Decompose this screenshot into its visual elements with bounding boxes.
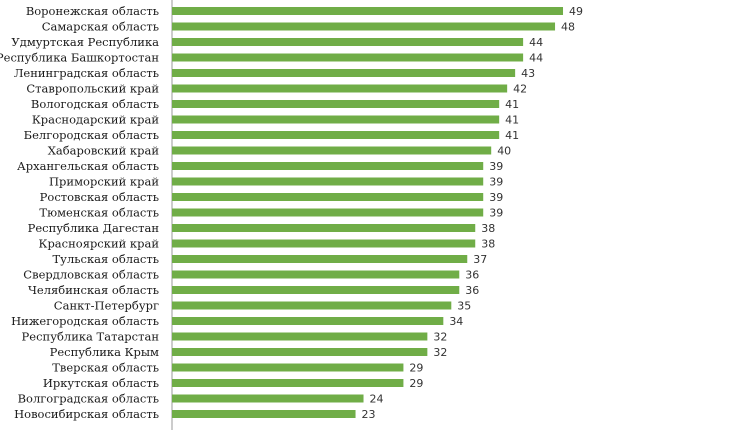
bar xyxy=(172,332,428,341)
value-label: 44 xyxy=(529,36,543,49)
value-label: 29 xyxy=(409,377,423,390)
bar xyxy=(172,84,508,93)
bar xyxy=(172,239,476,248)
bar xyxy=(172,410,356,418)
value-labels: 49 48 44 44 43 42 41 41 41 40 39 39 39 39 38 38 37 36 36 35… xyxy=(362,5,583,421)
category-label: Волгоградская область xyxy=(18,392,159,406)
category-label: Республика Татарстан xyxy=(22,330,160,344)
bar xyxy=(172,177,484,186)
category-label: Тверская область xyxy=(52,361,159,375)
bar xyxy=(172,53,524,62)
value-label: 41 xyxy=(505,129,519,142)
bar xyxy=(172,363,404,372)
bar xyxy=(172,131,500,139)
value-label: 36 xyxy=(465,284,479,297)
bar xyxy=(172,22,556,31)
bar xyxy=(172,208,484,217)
value-label: 41 xyxy=(505,114,519,127)
category-label: Нижегородская область xyxy=(11,314,159,328)
bar xyxy=(172,38,524,46)
category-label: Красноярский край xyxy=(39,237,160,251)
value-label: 23 xyxy=(362,408,376,421)
category-label: Республика Крым xyxy=(50,345,159,359)
category-label: Ставропольский край xyxy=(26,82,159,96)
category-label: Приморский край xyxy=(49,175,159,189)
value-label: 39 xyxy=(489,207,503,220)
bar xyxy=(172,286,460,294)
value-label: 39 xyxy=(489,160,503,173)
category-label: Новосибирская область xyxy=(14,407,159,421)
category-label: Вологодская область xyxy=(31,97,159,111)
value-label: 29 xyxy=(409,362,423,375)
category-label: Иркутская область xyxy=(43,376,159,390)
value-label: 39 xyxy=(489,191,503,204)
category-labels: Воронежская область Самарская областьУдму… xyxy=(0,4,159,421)
bar xyxy=(172,193,484,201)
category-label: Белгородская область xyxy=(24,128,159,142)
value-label: 37 xyxy=(473,253,487,266)
bar xyxy=(172,146,492,155)
value-label: 42 xyxy=(513,83,527,96)
category-label: Республика Дагестан xyxy=(28,221,160,235)
category-label: Ленинградская область xyxy=(14,66,159,80)
value-label: 38 xyxy=(481,238,495,251)
category-label: Тульская область xyxy=(53,252,159,266)
bar xyxy=(172,255,468,263)
value-label: 32 xyxy=(433,346,447,359)
category-label: Республика Башкортостан xyxy=(0,51,159,65)
category-label: Краснодарский край xyxy=(32,113,159,127)
bar xyxy=(172,224,476,232)
category-label: Челябинская область xyxy=(28,283,159,297)
value-label: 36 xyxy=(465,269,479,282)
value-label: 48 xyxy=(561,21,575,34)
category-label: Архангельская область xyxy=(17,159,159,173)
category-label: Удмуртская Республика xyxy=(11,35,159,49)
bar xyxy=(172,115,500,124)
value-label: 32 xyxy=(433,331,447,344)
bar xyxy=(172,7,564,15)
bar xyxy=(172,348,428,356)
bars xyxy=(172,7,564,418)
category-label: Самарская область xyxy=(42,20,159,34)
bar xyxy=(172,301,452,310)
bar xyxy=(172,394,364,403)
value-label: 34 xyxy=(449,315,463,328)
bar xyxy=(172,69,516,77)
value-label: 35 xyxy=(457,300,471,313)
category-label: Воронежская область xyxy=(26,4,159,18)
value-label: 39 xyxy=(489,176,503,189)
value-label: 24 xyxy=(370,393,384,406)
bar xyxy=(172,100,500,108)
bar xyxy=(172,379,404,387)
bar xyxy=(172,162,484,170)
value-label: 40 xyxy=(497,145,511,158)
value-label: 38 xyxy=(481,222,495,235)
bar xyxy=(172,317,444,325)
category-label: Санкт-Петербург xyxy=(54,299,159,313)
category-label: Хабаровский край xyxy=(48,144,160,158)
category-label: Ростовская область xyxy=(40,190,159,204)
value-label: 43 xyxy=(521,67,535,80)
value-label: 44 xyxy=(529,52,543,65)
value-label: 41 xyxy=(505,98,519,111)
bar xyxy=(172,270,460,279)
value-label: 49 xyxy=(569,5,583,18)
category-label: Тюменская область xyxy=(39,206,159,220)
category-label: Свердловская область xyxy=(23,268,159,282)
